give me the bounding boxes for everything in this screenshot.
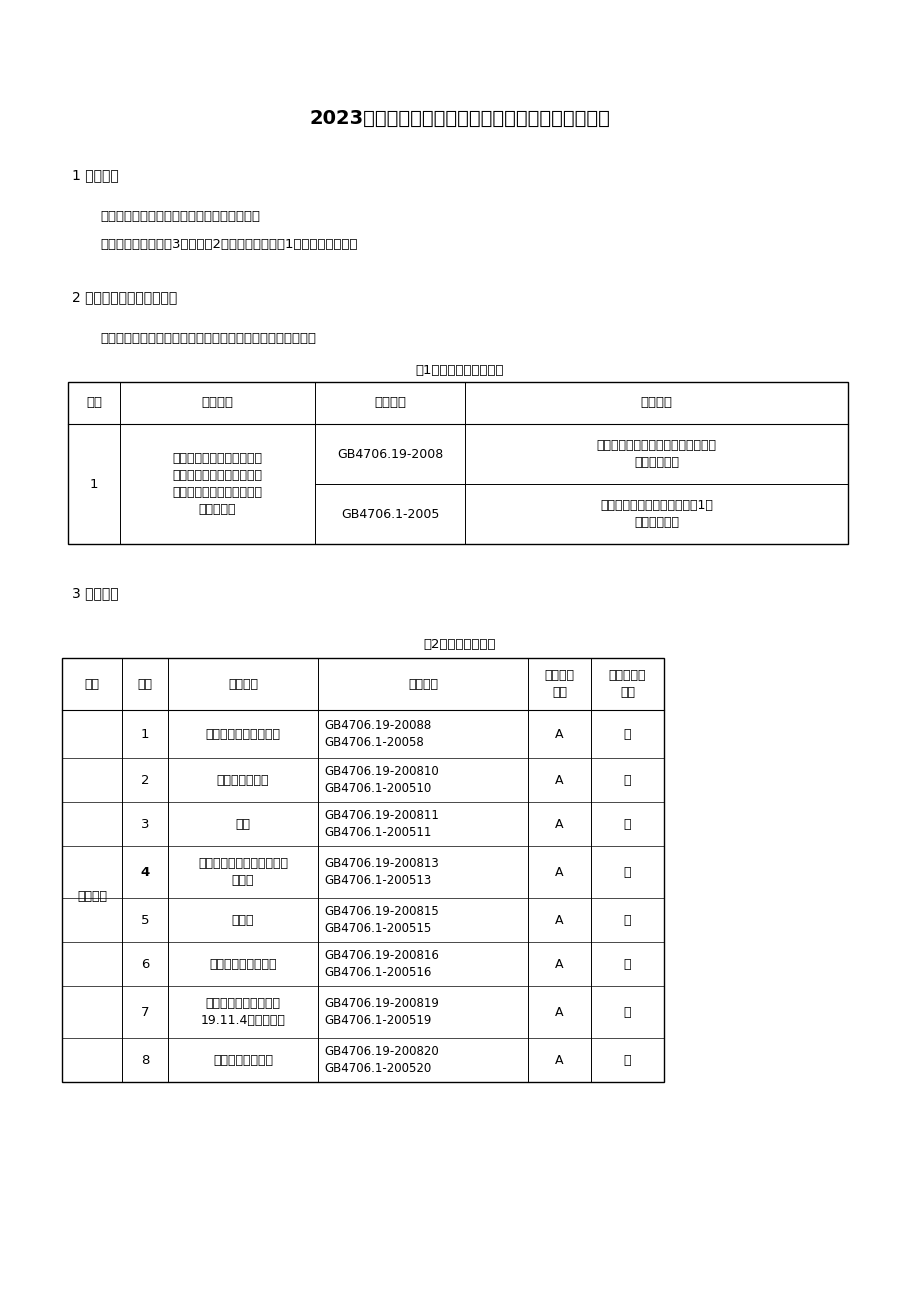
Text: 产品名称: 产品名称: [201, 397, 233, 410]
Text: 泄漏电流和电气强度: 泄漏电流和电气强度: [209, 958, 277, 971]
Text: 稳定性和机械危险: 稳定性和机械危险: [213, 1054, 273, 1067]
Text: A: A: [555, 1054, 563, 1067]
Text: 发热: 发热: [235, 817, 250, 830]
Text: A: A: [555, 817, 563, 830]
Text: 否: 否: [623, 727, 630, 740]
Text: 否: 否: [623, 913, 630, 926]
Text: 否: 否: [623, 865, 630, 878]
Text: 1 抽样方法: 1 抽样方法: [72, 168, 119, 182]
Text: A: A: [555, 727, 563, 740]
Text: 耐潮湿: 耐潮湿: [232, 913, 254, 926]
Text: 非正常工作（不包括第
19.11.4条的试验）: 非正常工作（不包括第 19.11.4条的试验）: [200, 997, 285, 1026]
Text: 液体加热器（电热水壶、电
压力锅、电炖锅、电热锅、
暖奶器、电水杯、煮茶器、
养生壶等）: 液体加热器（电热水壶、电 压力锅、电炖锅、电热锅、 暖奶器、电水杯、煮茶器、 养…: [173, 451, 262, 516]
Text: 序号: 序号: [85, 397, 102, 410]
Text: 输入功率和电流: 输入功率和电流: [217, 774, 269, 787]
Text: GB4706.19-200819
GB4706.1-200519: GB4706.19-200819 GB4706.1-200519: [323, 997, 438, 1026]
Bar: [68, 382, 847, 544]
Text: GB4706.19-200815
GB4706.1-200515: GB4706.19-200815 GB4706.1-200515: [323, 905, 438, 935]
Text: 8: 8: [141, 1054, 149, 1067]
Text: GB4706.19-2008: GB4706.19-2008: [336, 448, 443, 461]
Text: 6: 6: [141, 958, 149, 971]
Text: 每批次产品抽取样品3个，其中2个作为检验样品，1个作为备用样品。: 每批次产品抽取样品3个，其中2个作为检验样品，1个作为备用样品。: [100, 238, 357, 251]
Text: 液体加热器产品主要分为以下几种，各产品执行标准见下表。: 液体加热器产品主要分为以下几种，各产品执行标准见下表。: [100, 332, 315, 345]
Text: 否: 否: [623, 958, 630, 971]
Text: 否: 否: [623, 1006, 630, 1019]
Text: A: A: [555, 774, 563, 787]
Text: 分类: 分类: [85, 678, 99, 691]
Text: 标准编号: 标准编号: [374, 397, 405, 410]
Text: A: A: [555, 913, 563, 926]
Text: 对触及带电部件的防护: 对触及带电部件的防护: [205, 727, 280, 740]
Text: 4: 4: [141, 865, 150, 878]
Text: 工作温度下的泄漏电流和电
气强度: 工作温度下的泄漏电流和电 气强度: [198, 857, 288, 887]
Text: GB4706.19-200810
GB4706.1-200510: GB4706.19-200810 GB4706.1-200510: [323, 765, 438, 795]
Text: 检验方法: 检验方法: [407, 678, 437, 691]
Text: 标准名称: 标准名称: [640, 397, 672, 410]
Text: GB4706.19-200811
GB4706.1-200511: GB4706.19-200811 GB4706.1-200511: [323, 809, 438, 839]
Text: 安全性能: 安全性能: [77, 890, 107, 903]
Text: 3 检验依据: 3 检验依据: [72, 585, 119, 600]
Text: A: A: [555, 1006, 563, 1019]
Text: 重要程度
分级: 重要程度 分级: [544, 669, 573, 699]
Text: 2: 2: [141, 774, 149, 787]
Text: GB4706.19-20088
GB4706.1-20058: GB4706.19-20088 GB4706.1-20058: [323, 719, 431, 749]
Text: 是否为环保
指标: 是否为环保 指标: [608, 669, 645, 699]
Text: 序号: 序号: [137, 678, 153, 691]
Text: 5: 5: [141, 913, 149, 926]
Text: 3: 3: [141, 817, 149, 830]
Text: A: A: [555, 958, 563, 971]
Text: GB4706.19-200816
GB4706.1-200516: GB4706.19-200816 GB4706.1-200516: [323, 948, 438, 978]
Text: 否: 否: [623, 817, 630, 830]
Bar: [62, 658, 664, 1082]
Text: A: A: [555, 865, 563, 878]
Text: 家用和类似用途电器的安全液体加热
器的特殊要求: 家用和类似用途电器的安全液体加热 器的特殊要求: [596, 438, 716, 468]
Text: GB4706.1-2005: GB4706.1-2005: [340, 507, 438, 520]
Text: 检验项目: 检验项目: [228, 678, 257, 691]
Text: 否: 否: [623, 774, 630, 787]
Text: 否: 否: [623, 1054, 630, 1067]
Text: 以随机抽样的方式抽取检验样品和备用样品。: 以随机抽样的方式抽取检验样品和备用样品。: [100, 209, 260, 222]
Text: GB4706.19-200820
GB4706.1-200520: GB4706.19-200820 GB4706.1-200520: [323, 1045, 438, 1075]
Text: 家用和类似用途电器的安全第1部
分：通用要求: 家用和类似用途电器的安全第1部 分：通用要求: [599, 500, 712, 530]
Text: GB4706.19-200813
GB4706.1-200513: GB4706.19-200813 GB4706.1-200513: [323, 857, 438, 887]
Text: 表2检验项目及依据: 表2检验项目及依据: [424, 637, 495, 650]
Text: 1: 1: [90, 477, 98, 490]
Text: 1: 1: [141, 727, 149, 740]
Text: 2023年河北省液体加热器产品质量监督抽查实施细则: 2023年河北省液体加热器产品质量监督抽查实施细则: [309, 108, 610, 127]
Text: 表1产品名称及执行标准: 表1产品名称及执行标准: [415, 364, 504, 377]
Text: 7: 7: [141, 1006, 149, 1019]
Text: 2 抽查产品名称及执行标准: 2 抽查产品名称及执行标准: [72, 290, 177, 304]
